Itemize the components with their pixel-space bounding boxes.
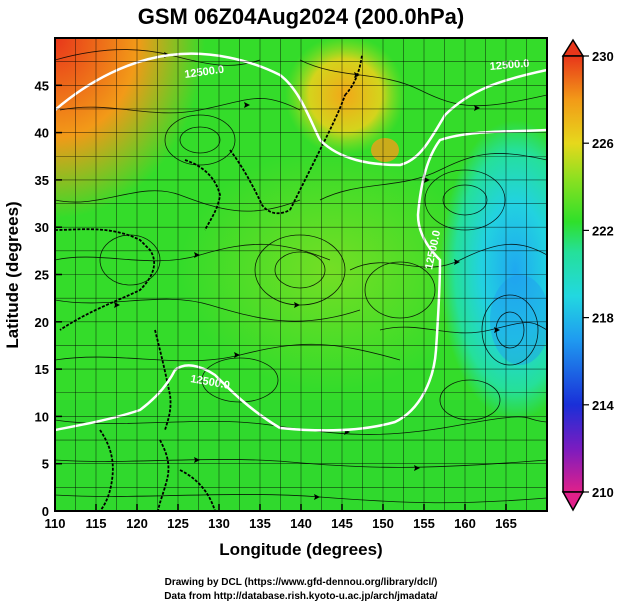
lat-lon-grid [55, 38, 547, 511]
colorbar-tick-label: 226 [592, 136, 614, 151]
x-axis: 110 115 120 125 130 135 140 145 150 155 160 165 [45, 504, 517, 531]
y-tick-label: 35 [35, 173, 49, 188]
y-tick-label: 20 [35, 315, 49, 330]
colorbar-tick-label: 214 [592, 398, 614, 413]
y-tick-label: 0 [42, 504, 49, 519]
x-tick-label: 115 [86, 516, 107, 531]
colorbar-gradient [562, 55, 584, 493]
y-tick-label: 5 [42, 457, 49, 472]
height-contours [55, 52, 547, 432]
colorbar: 230 226 222 218 214 210 [561, 38, 614, 512]
y-tick-label: 45 [35, 78, 49, 93]
y-axis: 0 5 10 15 20 25 30 35 40 45 [35, 78, 62, 519]
eastern-cool-spot [490, 275, 547, 365]
chart-title: GSM 06Z04Aug2024 (200.0hPa) [138, 4, 464, 29]
eastern-cool-core [440, 120, 547, 420]
x-tick-label: 145 [331, 516, 353, 531]
x-tick-label: 135 [249, 516, 271, 531]
x-tick-label: 110 [45, 516, 66, 531]
x-tick-label: 120 [126, 516, 148, 531]
x-tick-label: 155 [413, 516, 435, 531]
colorbar-ticks: 230 226 222 218 214 210 [583, 49, 614, 500]
y-tick-label: 25 [35, 268, 49, 283]
colorbar-top-triangle [561, 38, 585, 57]
central-warm-patch [180, 150, 480, 390]
plot-area: 12500.0 12500.0 12500.0 12500.0 [55, 38, 547, 511]
northwest-warm-core [55, 38, 205, 218]
x-tick-label: 140 [290, 516, 312, 531]
x-tick-label: 125 [167, 516, 189, 531]
x-axis-label: Longitude (degrees) [219, 540, 382, 559]
coastlines [55, 54, 363, 511]
colorbar-tick-label: 230 [592, 49, 614, 64]
x-tick-label: 130 [208, 516, 230, 531]
y-axis-label: Latitude (degrees) [3, 201, 22, 348]
northern-warm-spot [371, 138, 399, 162]
x-tick-label: 150 [372, 516, 394, 531]
y-tick-label: 15 [35, 362, 49, 377]
y-tick-label: 30 [35, 220, 49, 235]
credit-drawing: Drawing by DCL (https://www.gfd-dennou.o… [165, 577, 438, 588]
contour-label-north: 12500.0 [184, 64, 225, 81]
y-tick-label: 40 [35, 126, 49, 141]
colorbar-tick-label: 210 [592, 485, 614, 500]
colorbar-bottom-triangle [561, 491, 585, 512]
y-tick-label: 10 [35, 409, 49, 424]
x-tick-label: 165 [495, 516, 517, 531]
colorbar-tick-label: 222 [592, 223, 614, 238]
colorbar-tick-label: 218 [592, 311, 614, 326]
credit-data: Data from http://database.rish.kyoto-u.a… [164, 591, 438, 602]
x-tick-label: 160 [454, 516, 476, 531]
